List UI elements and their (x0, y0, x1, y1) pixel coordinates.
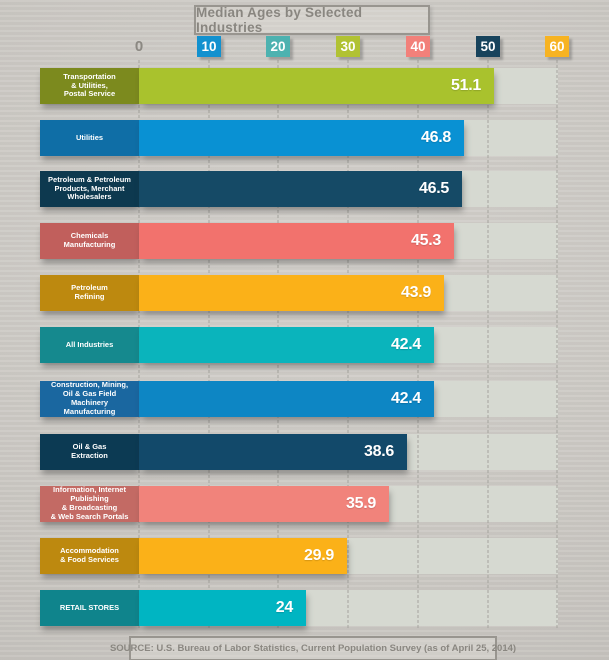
bar-category-label: Oil & Gas Extraction (40, 434, 139, 470)
chart-title-box: Median Ages by Selected Industries (194, 5, 430, 35)
bar-category-label: Information, Internet Publishing & Broad… (40, 485, 139, 522)
bar-category-label: Chemicals Manufacturing (40, 223, 139, 259)
bar: 42.4 (139, 327, 434, 363)
axis-tick-50: 50 (476, 36, 500, 57)
bar: 42.4 (139, 381, 434, 417)
bar-category-label: Transportation & Utilities, Postal Servi… (40, 68, 139, 104)
bar-value-label: 38.6 (364, 443, 394, 460)
bar-value-label: 46.5 (419, 180, 449, 197)
source-note-box: SOURCE: U.S. Bureau of Labor Statistics,… (110, 636, 516, 660)
bar-value-label: 46.8 (421, 129, 451, 146)
bar-value-label: 24 (275, 599, 294, 616)
bar-value-label: 43.9 (401, 284, 431, 301)
axis-tick-60: 60 (545, 36, 569, 57)
chart-title: Median Ages by Selected Industries (196, 5, 363, 35)
bar: 51.1 (139, 68, 494, 104)
axis-tick-0: 0 (134, 38, 144, 55)
gridline-50 (487, 60, 489, 628)
bar: 46.5 (139, 171, 462, 207)
bar-value-label: 29.9 (304, 547, 334, 564)
bar: 29.9 (139, 538, 347, 574)
bar-category-label: Construction, Mining, Oil & Gas Field Ma… (40, 380, 139, 417)
bar-category-label: Utilities (40, 120, 139, 156)
bar: 35.9 (139, 486, 389, 522)
bar: 45.3 (139, 223, 454, 259)
axis-tick-10: 10 (197, 36, 221, 57)
bar-category-label: All Industries (40, 327, 139, 363)
bar-value-label: 42.4 (391, 390, 421, 407)
bar-category-label: Petroleum Refining (40, 275, 139, 311)
bar-value-label: 51.1 (451, 77, 481, 94)
bar-category-label: Petroleum & Petroleum Products, Merchant… (40, 171, 139, 207)
bar: 46.8 (139, 120, 464, 156)
axis-tick-40: 40 (406, 36, 430, 57)
bar: 38.6 (139, 434, 407, 470)
bar-value-label: 45.3 (411, 232, 441, 249)
bar-category-label: Accommodation & Food Services (40, 538, 139, 574)
bar-value-label: 42.4 (391, 336, 421, 353)
axis-tick-20: 20 (266, 36, 290, 57)
source-note: SOURCE: U.S. Bureau of Labor Statistics,… (109, 643, 517, 654)
bar-category-label: RETAIL STORES (40, 590, 139, 626)
bar: 24 (139, 590, 306, 626)
axis-tick-30: 30 (336, 36, 360, 57)
gridline-60 (556, 60, 558, 628)
bar: 43.9 (139, 275, 444, 311)
bar-value-label: 35.9 (346, 495, 376, 512)
